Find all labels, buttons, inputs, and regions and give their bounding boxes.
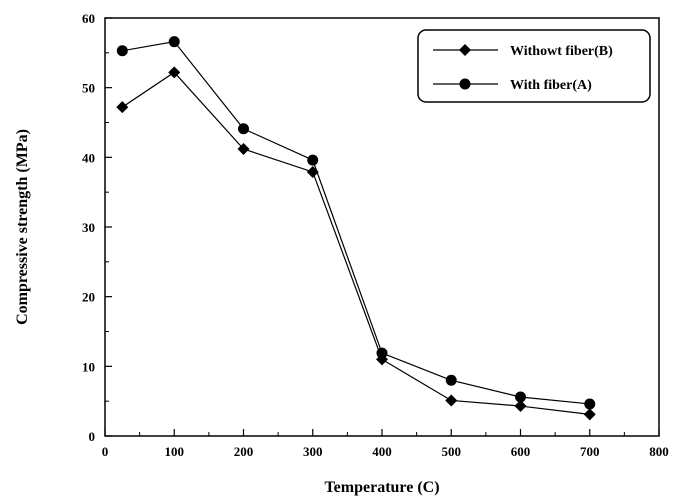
x-axis-title: Temperature (C) [324, 479, 439, 496]
data-point [445, 374, 457, 386]
data-point [584, 398, 596, 410]
y-tick-label: 10 [82, 359, 95, 374]
x-tick-label: 600 [511, 444, 531, 459]
x-tick-label: 300 [303, 444, 323, 459]
series-line [121, 71, 590, 415]
data-point [445, 394, 458, 407]
x-axis-ticks: 0 100 200 300 400 500 600 700 800 [102, 429, 669, 459]
data-point [168, 66, 181, 79]
y-tick-label: 30 [82, 220, 95, 235]
y-tick-label: 50 [82, 81, 95, 96]
series-layer [116, 36, 596, 421]
data-point [307, 154, 319, 166]
data-point [238, 123, 249, 135]
y-axis-title: Compressive strength (MPa) [14, 129, 31, 325]
legend-label: Withowt fiber(B) [510, 44, 613, 59]
data-point [168, 36, 180, 48]
y-tick-label: 0 [89, 429, 96, 444]
legend-marker [459, 78, 471, 90]
data-point [583, 408, 596, 421]
series-line [122, 41, 590, 405]
data-point [116, 101, 129, 114]
y-tick-label: 20 [82, 290, 95, 305]
x-tick-label: 700 [580, 444, 600, 459]
data-point [514, 400, 527, 413]
data-point [515, 391, 526, 403]
x-tick-label: 500 [442, 444, 462, 459]
x-tick-label: 400 [372, 444, 392, 459]
x-tick-label: 800 [649, 444, 669, 459]
x-tick-label: 0 [102, 444, 109, 459]
x-tick-label: 200 [234, 444, 254, 459]
y-tick-label: 60 [82, 11, 95, 26]
legend-marker [459, 44, 471, 56]
data-point [376, 347, 388, 359]
data-point [237, 142, 250, 155]
series-1 [116, 66, 596, 421]
legend: Withowt fiber(B) With fiber(A) [417, 29, 651, 103]
x-tick-label: 100 [165, 444, 185, 459]
legend-label: With fiber(A) [510, 78, 592, 93]
series-2 [116, 36, 596, 410]
y-axis-ticks: 0 10 20 30 40 50 60 [82, 11, 112, 444]
y-tick-label: 40 [82, 150, 95, 165]
data-point [116, 45, 128, 57]
